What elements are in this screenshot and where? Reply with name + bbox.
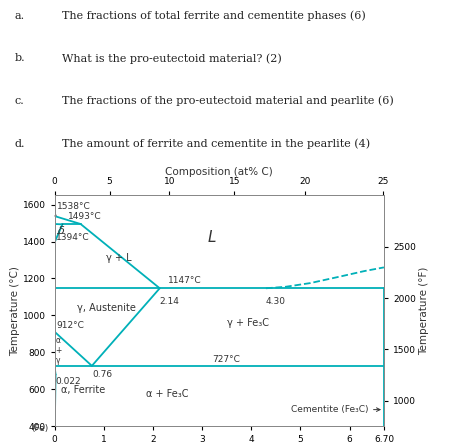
Text: What is the pro-eutectoid material? (2): What is the pro-eutectoid material? (2) (62, 53, 282, 64)
Text: L: L (208, 230, 216, 246)
Text: 0.76: 0.76 (92, 370, 112, 379)
Text: γ + Fe₃C: γ + Fe₃C (227, 318, 269, 328)
Text: b.: b. (14, 53, 25, 63)
Text: 4.30: 4.30 (266, 297, 286, 306)
Text: c.: c. (14, 96, 24, 106)
Y-axis label: Temperature (°F): Temperature (°F) (419, 266, 429, 355)
Text: 0.022: 0.022 (56, 377, 82, 386)
Text: 1394°C: 1394°C (56, 233, 90, 242)
Text: 1538°C: 1538°C (55, 202, 91, 216)
Text: Cementite (Fe₃C): Cementite (Fe₃C) (291, 405, 380, 414)
Text: α
+
γ: α + γ (55, 336, 62, 365)
Text: δ: δ (58, 226, 65, 236)
Text: α + Fe₃C: α + Fe₃C (146, 389, 189, 399)
Text: The amount of ferrite and cementite in the pearlite (4): The amount of ferrite and cementite in t… (62, 139, 370, 149)
Text: γ, Austenite: γ, Austenite (77, 303, 136, 313)
Text: (Fe): (Fe) (31, 424, 48, 433)
X-axis label: Composition (at% C): Composition (at% C) (165, 166, 273, 177)
Text: γ + L: γ + L (106, 253, 132, 263)
Text: 1147°C: 1147°C (168, 276, 201, 285)
Text: α, Ferrite: α, Ferrite (61, 385, 105, 395)
Text: 727°C: 727°C (212, 355, 240, 364)
Text: 1493°C: 1493°C (63, 212, 102, 224)
Text: The fractions of the pro-eutectoid material and pearlite (6): The fractions of the pro-eutectoid mater… (62, 96, 393, 107)
Text: 2.14: 2.14 (160, 297, 180, 306)
Text: The fractions of total ferrite and cementite phases (6): The fractions of total ferrite and cemen… (62, 11, 365, 21)
Text: 912°C: 912°C (56, 321, 84, 330)
Text: a.: a. (14, 11, 24, 21)
Text: d.: d. (14, 139, 25, 149)
Y-axis label: Temperature (°C): Temperature (°C) (9, 266, 20, 356)
